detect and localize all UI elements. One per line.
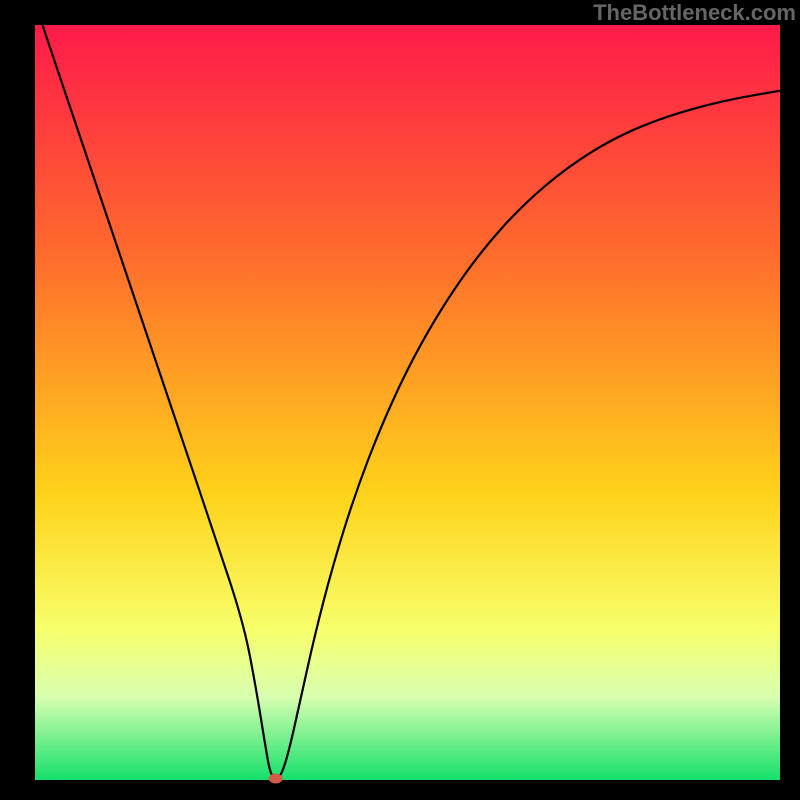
watermark-text: TheBottleneck.com	[593, 0, 796, 26]
chart-svg	[0, 0, 800, 800]
minimum-marker	[269, 773, 283, 783]
bottleneck-curve	[42, 25, 780, 778]
